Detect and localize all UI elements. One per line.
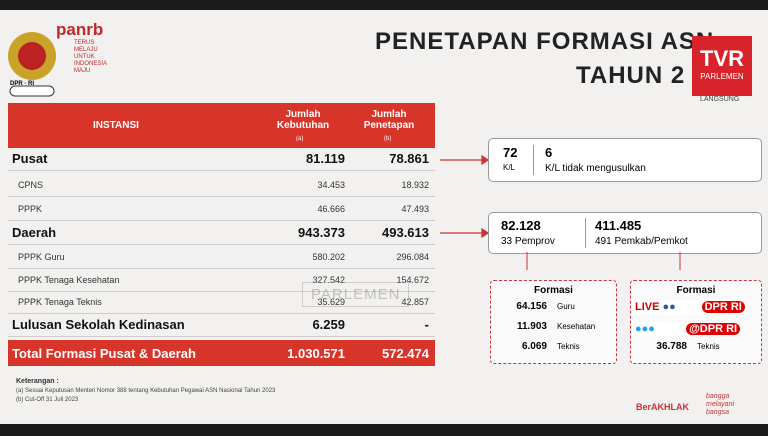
table-row: Pusat 81.119 78.861 <box>8 148 435 171</box>
penetapan: 47.493 <box>401 204 429 214</box>
kebutuhan: 46.666 <box>317 204 345 214</box>
penetapan: 493.613 <box>382 225 429 240</box>
social-overlay: ●●● @DPR RI <box>632 322 744 336</box>
handle: DPR RI <box>701 301 745 313</box>
header-note: (a) <box>296 136 304 142</box>
title: PENETAPAN FORMASI ASN <box>375 28 715 55</box>
header-cell: Jumlah Penetapan <box>363 109 415 131</box>
kebutuhan: 81.119 <box>305 151 345 166</box>
penetapan: 572.474 <box>382 346 429 361</box>
formasi-value: 11.903 <box>516 321 547 332</box>
table-row: Total Formasi Pusat & Daerah 1.030.571 572… <box>8 340 435 366</box>
brand: BerAKHLAK <box>636 402 690 412</box>
table-row: Daerah 943.373 493.613 <box>8 222 435 245</box>
arrows <box>440 154 488 239</box>
kebutuhan: 327.542 <box>312 275 345 285</box>
formasi-left: Formasi 64.156 Guru 11.903 Kesehatan 6.069 Tek… <box>490 280 617 364</box>
penetapan: 42.857 <box>401 297 429 307</box>
slide: DPR · RI panrb TERUS MELAJU UNTUK INDONESIA… <box>0 10 768 424</box>
table-row: CPNS 34.453 18.932 <box>8 174 435 197</box>
kebutuhan: 34.453 <box>317 180 345 190</box>
table-row: Lulusan Sekolah Kedinasan 6.259 - <box>8 314 435 337</box>
table-row: PPPK 46.666 47.493 <box>8 198 435 221</box>
box-label: 33 Pemprov <box>501 236 555 247</box>
divider <box>585 218 586 248</box>
box-label: K/L tidak mengusulkan <box>545 163 646 174</box>
kebutuhan: 580.202 <box>312 252 345 262</box>
kebutuhan: 1.030.571 <box>287 346 345 361</box>
daerah-box: 82.128 33 Pemprov 411.485 491 Pemkab/Pem… <box>488 212 762 254</box>
table-header: INSTANSI Jumlah Kebutuhan Jumlah Penetap… <box>8 103 435 148</box>
penetapan: 78.861 <box>389 151 429 166</box>
box-value: 82.128 <box>501 218 541 233</box>
formasi-value: 64.156 <box>516 301 547 312</box>
notes: (a) Sesuai Keputusan Menteri Nomor 388 t… <box>16 387 275 405</box>
table-row: PPPK Guru 580.202 296.084 <box>8 246 435 269</box>
row-label: Total Formasi Pusat & Daerah <box>12 346 196 361</box>
title-line2: TAHUN 2 <box>576 62 686 89</box>
formasi-value: 36.788 <box>656 341 687 352</box>
table-row: PPPK Tenaga Teknis 35.629 42.857 <box>8 291 435 314</box>
row-label: CPNS <box>18 180 44 190</box>
formasi-title: Formasi <box>534 285 573 296</box>
live-status: LANGSUNG <box>700 96 740 103</box>
box-value: 411.485 <box>595 218 642 233</box>
penetapan: 296.084 <box>396 252 429 262</box>
penetapan: 154.672 <box>396 275 429 285</box>
watermark: PARLEMEN <box>302 282 410 307</box>
logo: panrb <box>56 20 104 39</box>
kebutuhan: 6.259 <box>312 317 345 332</box>
box-value: 72 <box>503 145 518 160</box>
formasi-label: Kesehatan <box>557 322 596 331</box>
box-value: 6 <box>545 145 553 160</box>
handle: @DPR RI <box>686 323 741 335</box>
row-label: PPPK Tenaga Kesehatan <box>18 275 120 285</box>
row-label: Daerah <box>12 225 57 240</box>
formasi-label: Teknis <box>697 342 720 351</box>
box-label: 491 Pemkab/Pemkot <box>595 236 688 247</box>
tvr-text: TVR <box>700 46 744 71</box>
formasi-value: 6.069 <box>521 341 547 352</box>
notes-title: Keterangan : <box>16 378 59 385</box>
pusat-box: 72 K/L 6 K/L tidak mengusulkan <box>488 138 762 182</box>
formasi-label: Teknis <box>557 342 580 351</box>
header-cell: INSTANSI <box>93 120 139 131</box>
row-label: Lulusan Sekolah Kedinasan <box>12 317 185 332</box>
slogan-line: TERUS <box>74 40 95 46</box>
row-label: PPPK Guru <box>18 252 65 262</box>
penetapan: 18.932 <box>401 180 429 190</box>
connectors <box>526 252 681 270</box>
formasi-label: Guru <box>557 302 575 311</box>
note-line: (a) Sesuai Keputusan Menteri Nomor 388 t… <box>16 388 276 394</box>
divider <box>533 145 534 175</box>
row-label: PPPK <box>18 204 43 214</box>
header-note: (b) <box>384 136 392 142</box>
row-label: PPPK Tenaga Teknis <box>18 297 102 307</box>
header-cell: Jumlah Kebutuhan <box>276 109 330 131</box>
tagline: bangga melayani bangsa <box>706 393 735 416</box>
row-label: Pusat <box>12 151 48 166</box>
live-overlay: LIVE ●● DPR RI <box>632 300 748 314</box>
penetapan: - <box>424 317 429 332</box>
formasi-title: Formasi <box>676 285 716 296</box>
live-text: LIVE <box>635 301 660 313</box>
emblem-text: DPR · RI <box>10 81 34 87</box>
kebutuhan: 35.629 <box>317 297 345 307</box>
table-row: PPPK Tenaga Kesehatan 327.542 154.672 <box>8 269 435 292</box>
box-label: K/L <box>503 163 516 172</box>
tvr-logo: TVR PARLEMEN <box>692 36 752 96</box>
slogan-line: INDONESIA <box>74 61 108 67</box>
slogan: TERUS MELAJU UNTUK INDONESIA MAJU <box>74 40 107 75</box>
slogan-line: UNTUK <box>74 54 95 60</box>
tvr-sub: PARLEMEN <box>700 72 744 81</box>
slogan-line: MAJU <box>74 68 91 74</box>
note-line: (b) Cut-Off 31 Juli 2023 <box>16 397 79 403</box>
kebutuhan: 943.373 <box>298 225 345 240</box>
slogan-line: MELAJU <box>74 47 98 53</box>
emblem-icon <box>8 32 56 97</box>
